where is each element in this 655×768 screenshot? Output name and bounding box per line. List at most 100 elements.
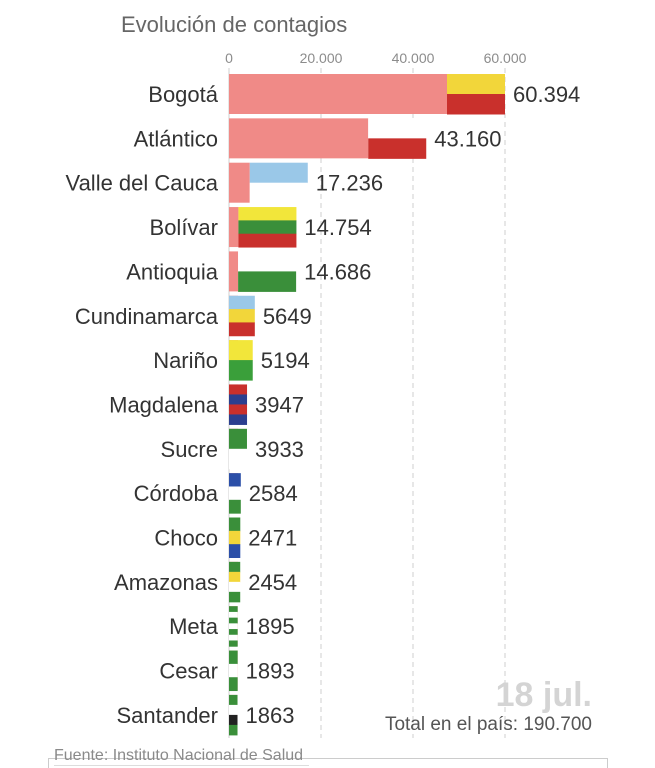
- value-label: 17.236: [316, 171, 383, 196]
- flag-stripe: [229, 394, 248, 405]
- x-tick-label: 40.000: [392, 50, 435, 66]
- category-label: Bolívar: [150, 215, 218, 240]
- bar-flag: [229, 606, 238, 647]
- bar-flag: [229, 473, 241, 514]
- source-note: Fuente: Instituto Nacional de Salud: [54, 747, 310, 766]
- flag-stripe: [229, 704, 238, 716]
- flag-stripe: [447, 94, 505, 115]
- flag-stripe: [229, 309, 255, 323]
- flag-stripe: [238, 271, 297, 292]
- bottom-frame: [48, 758, 608, 768]
- flag-stripe: [229, 640, 238, 647]
- flag-stripe: [229, 428, 247, 450]
- bar-flag: [249, 162, 308, 204]
- value-label: 1893: [246, 659, 295, 684]
- flag-stripe: [229, 606, 238, 613]
- flag-stripe: [229, 591, 241, 603]
- category-label: Antioquia: [126, 259, 219, 284]
- bar: [229, 162, 250, 203]
- value-label: 5649: [263, 304, 312, 329]
- flag-stripe: [229, 448, 247, 470]
- flag-stripe: [238, 251, 297, 272]
- value-label: 43.160: [434, 126, 501, 151]
- flag-stripe: [229, 404, 248, 415]
- flag-stripe: [249, 162, 308, 184]
- bar-flag: [229, 428, 247, 470]
- category-label: Atlántico: [134, 126, 218, 151]
- flag-stripe: [229, 384, 248, 395]
- bar-flag: [229, 340, 253, 381]
- flag-stripe: [238, 233, 297, 248]
- category-label: Córdoba: [134, 481, 219, 506]
- value-label: 60.394: [513, 82, 580, 107]
- bar-flag: [229, 295, 255, 337]
- bar-flag: [229, 384, 248, 425]
- flag-stripe: [368, 118, 427, 139]
- flag-stripe: [229, 677, 238, 692]
- value-label: 2454: [248, 570, 297, 595]
- bar-flag: [447, 74, 505, 115]
- category-label: Cundinamarca: [75, 304, 219, 329]
- value-label: 5194: [261, 348, 310, 373]
- x-tick-label: 20.000: [300, 50, 343, 66]
- flag-stripe: [229, 544, 241, 558]
- flag-stripe: [238, 207, 297, 221]
- flag-stripe: [229, 629, 238, 636]
- value-label: 14.686: [304, 259, 371, 284]
- bar-flag: [229, 694, 238, 736]
- category-label: Nariño: [153, 348, 218, 373]
- flag-stripe: [229, 611, 238, 619]
- bar: [229, 74, 447, 114]
- value-label: 1895: [246, 614, 295, 639]
- bar-flag: [229, 517, 241, 558]
- x-tick-label: 0: [225, 50, 233, 66]
- flag-stripe: [229, 663, 238, 678]
- flag-stripe: [229, 714, 238, 726]
- flag-stripe: [249, 182, 308, 204]
- bar-flag: [229, 650, 238, 692]
- flag-stripe: [229, 623, 238, 630]
- bar-chart: 0 20.000 40.000 60.000 Bogotá 60.394 Atlántico…: [66, 50, 580, 738]
- flag-stripe: [229, 486, 241, 501]
- flag-stripe: [229, 360, 253, 381]
- bar: [229, 207, 239, 248]
- bar-flag: [238, 207, 297, 248]
- flag-stripe: [229, 499, 241, 514]
- category-label: Sucre: [161, 437, 218, 462]
- flag-stripe: [229, 650, 238, 665]
- category-label: Valle del Cauca: [66, 171, 219, 196]
- flag-stripe: [229, 561, 241, 573]
- category-label: Cesar: [159, 659, 218, 684]
- category-label: Meta: [169, 614, 219, 639]
- bar-flag: [368, 118, 427, 159]
- flag-stripe: [229, 340, 253, 361]
- flag-stripe: [229, 530, 241, 545]
- flag-stripe: [229, 322, 255, 337]
- category-label: Choco: [154, 526, 218, 551]
- total-label: Total en el país: 190.700: [384, 714, 592, 735]
- bar-flag: [229, 561, 241, 603]
- value-label: 3947: [255, 392, 304, 417]
- category-label: Amazonas: [114, 570, 218, 595]
- bar: [229, 118, 369, 159]
- x-tick-label: 60.000: [484, 50, 527, 66]
- flag-stripe: [368, 138, 427, 159]
- flag-stripe: [229, 571, 241, 583]
- flag-stripe: [229, 581, 241, 593]
- flag-stripe: [238, 220, 297, 235]
- bar-flag: [238, 251, 297, 292]
- value-label: 2584: [249, 481, 298, 506]
- bar: [229, 251, 239, 292]
- category-label: Magdalena: [109, 392, 219, 417]
- date-label: 18 jul.: [495, 676, 592, 714]
- flag-stripe: [229, 414, 248, 425]
- flag-stripe: [229, 634, 238, 641]
- category-label: Santander: [116, 703, 218, 728]
- flag-stripe: [229, 694, 238, 706]
- category-label: Bogotá: [148, 82, 218, 107]
- flag-stripe: [229, 517, 241, 532]
- flag-stripe: [229, 724, 238, 736]
- flag-stripe: [229, 473, 241, 487]
- value-label: 3933: [255, 437, 304, 462]
- chart-subtitle: Evolución de contagios: [121, 12, 348, 37]
